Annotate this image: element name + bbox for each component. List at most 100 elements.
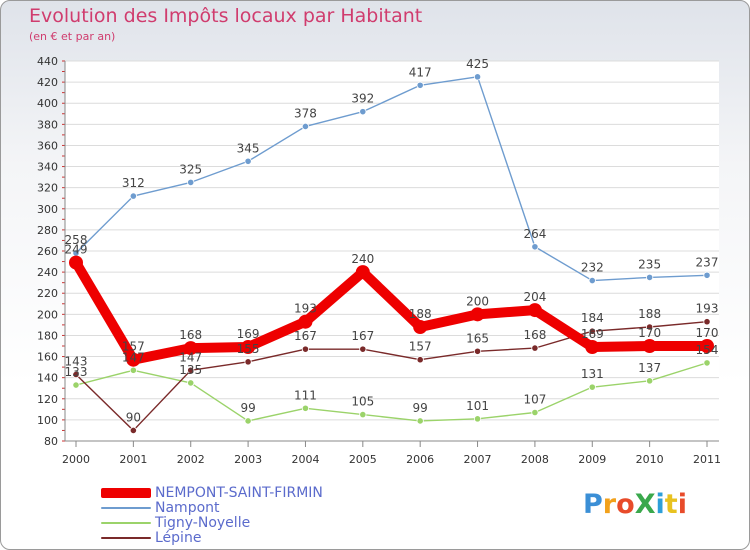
data-label: 168	[523, 328, 546, 342]
logo-letter: r	[602, 489, 617, 520]
data-point	[703, 359, 711, 367]
x-tick-label: 2011	[693, 453, 721, 466]
y-tick-label: 160	[37, 351, 58, 364]
data-label: 312	[122, 176, 145, 190]
data-point	[700, 339, 714, 353]
data-label: 345	[237, 141, 260, 155]
logo-letter: i	[677, 489, 687, 520]
data-label: 90	[126, 410, 141, 424]
legend-item-nempont-saint-firmin: NEMPONT-SAINT-FIRMIN	[101, 485, 323, 501]
data-point	[298, 314, 313, 329]
data-point	[703, 271, 711, 279]
x-tick-label: 2003	[234, 453, 262, 466]
legend-item-lepine: Lépine	[101, 529, 323, 546]
y-tick-label: 100	[37, 414, 58, 427]
data-point	[126, 352, 141, 367]
data-point	[244, 417, 252, 425]
data-label: 240	[351, 252, 374, 266]
data-label: 325	[179, 162, 202, 176]
data-point	[301, 404, 310, 412]
data-label: 167	[351, 329, 374, 343]
x-tick-label: 2009	[578, 453, 606, 466]
y-tick-label: 340	[37, 161, 58, 174]
data-label: 107	[523, 393, 546, 407]
data-label: 101	[466, 399, 489, 413]
y-tick-label: 140	[37, 372, 58, 385]
legend-label: Lépine	[155, 529, 202, 546]
data-point	[187, 178, 195, 186]
data-point	[473, 415, 482, 423]
logo-letter: P	[583, 489, 603, 520]
y-tick-label: 260	[37, 245, 58, 258]
chart-subtitle: (en € et par an)	[29, 30, 116, 43]
data-label: 188	[409, 307, 432, 321]
x-tick-label: 2005	[349, 453, 377, 466]
data-point	[244, 358, 252, 366]
legend-swatch	[101, 487, 151, 498]
data-label: 237	[696, 255, 719, 269]
data-label: 111	[294, 388, 317, 402]
data-point	[470, 307, 485, 322]
data-point	[241, 340, 256, 355]
x-tick-label: 2000	[62, 453, 90, 466]
data-point	[588, 276, 596, 285]
legend-label: Tigny-Noyelle	[155, 514, 251, 531]
data-point	[187, 366, 195, 374]
data-label: 169	[581, 327, 604, 341]
data-label: 184	[581, 311, 604, 325]
series-line	[75, 76, 708, 282]
data-point	[301, 345, 310, 353]
data-label: 143	[65, 355, 88, 369]
y-tick-label: 360	[37, 139, 58, 152]
data-label: 417	[409, 65, 432, 79]
data-label: 170	[696, 326, 719, 340]
data-label: 99	[240, 401, 255, 415]
data-point	[183, 341, 198, 356]
data-point	[703, 318, 711, 326]
x-tick-label: 2001	[119, 453, 147, 466]
data-point	[69, 255, 83, 270]
data-label: 392	[351, 92, 374, 106]
y-tick-label: 200	[37, 308, 58, 321]
data-point	[531, 344, 539, 352]
data-point	[646, 377, 654, 385]
legend-label: Nampont	[155, 499, 220, 516]
logo-letter: o	[616, 489, 635, 520]
data-point	[187, 379, 195, 387]
data-label: 235	[638, 257, 661, 271]
x-tick-label: 2008	[521, 453, 549, 466]
data-label: 188	[638, 307, 661, 321]
data-point	[473, 347, 482, 355]
data-label: 425	[466, 57, 489, 71]
data-label: 258	[65, 233, 88, 247]
data-label: 157	[122, 340, 145, 354]
legend-item-tigny-noyelle: Tigny-Noyelle	[101, 514, 323, 531]
data-label: 135	[179, 363, 202, 377]
data-point	[473, 73, 482, 81]
data-point	[416, 81, 424, 89]
logo-letter: i	[655, 489, 665, 520]
data-label: 378	[294, 106, 317, 120]
data-label: 264	[523, 227, 546, 241]
data-label: 232	[581, 261, 604, 275]
data-label: 170	[638, 326, 661, 340]
data-label: 168	[179, 328, 202, 342]
data-point	[585, 340, 600, 355]
data-point	[359, 411, 367, 419]
data-label: 193	[294, 302, 317, 316]
y-tick-label: 420	[37, 76, 58, 89]
y-tick-label: 180	[37, 329, 58, 342]
legend-swatch	[101, 536, 151, 539]
data-label: 169	[237, 327, 260, 341]
legend-swatch	[101, 506, 151, 509]
data-label: 99	[413, 401, 428, 415]
data-point	[72, 381, 80, 389]
data-point	[646, 273, 654, 281]
x-tick-label: 2002	[177, 453, 205, 466]
data-label: 147	[179, 350, 202, 364]
legend: NEMPONT-SAINT-FIRMIN Nampont Tigny-Noyel…	[101, 485, 323, 546]
y-tick-label: 280	[37, 224, 58, 237]
data-point	[527, 303, 542, 318]
